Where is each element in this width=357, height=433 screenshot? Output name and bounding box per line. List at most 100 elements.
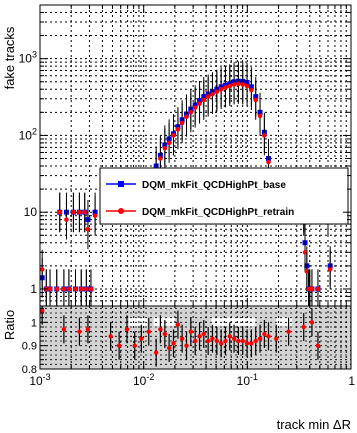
legend: DQM_mkFit_QCDHighPt_base DQM_mkFit_QCDHi… xyxy=(99,167,349,225)
ratio-y-tick-label: 0.9 xyxy=(22,341,37,353)
ratio-data-point xyxy=(315,343,321,348)
ratio-y-tick-label: 1 xyxy=(31,317,37,329)
main-y-tick-label: 102 xyxy=(19,126,37,142)
data-point-retrain xyxy=(54,286,60,292)
ratio-data-point xyxy=(108,334,113,339)
legend-base-label: DQM_mkFit_QCDHighPt_base xyxy=(142,180,286,191)
data-point-retrain xyxy=(66,286,72,292)
ratio-data-point xyxy=(179,336,185,341)
data-point-retrain xyxy=(223,85,228,90)
main-panel-frame xyxy=(40,5,351,306)
data-point-retrain xyxy=(77,209,82,215)
ratio-data-point xyxy=(188,329,194,334)
x-tick-label: 10-1 xyxy=(237,372,258,388)
data-point-retrain xyxy=(73,286,78,292)
data-point-retrain xyxy=(266,159,271,165)
ratio-data-point xyxy=(153,350,159,355)
x-tick-label: 10-2 xyxy=(133,372,154,388)
x-tick-label: 10-3 xyxy=(29,372,50,388)
ratio-data-point xyxy=(249,341,254,346)
data-point-retrain xyxy=(162,145,168,151)
ratio-data-point xyxy=(85,327,91,332)
data-point-retrain xyxy=(64,217,69,222)
ratio-data-point xyxy=(309,320,315,325)
data-point-retrain xyxy=(92,213,98,219)
data-point-retrain xyxy=(249,87,254,93)
ratio-y-tick-label: 0.8 xyxy=(22,364,37,376)
main-axes: 1 10 102 103 xyxy=(19,4,352,307)
data-point-retrain xyxy=(179,120,185,126)
data-point-retrain xyxy=(175,127,181,132)
data-point-retrain xyxy=(327,267,333,272)
ratio-data-point xyxy=(266,334,271,339)
ratio-data-point xyxy=(77,329,82,334)
data-point-retrain xyxy=(78,286,84,292)
data-point-retrain xyxy=(244,83,250,89)
ratio-data-point xyxy=(192,338,198,344)
ratio-data-point xyxy=(301,324,306,330)
ratio-data-point xyxy=(223,338,228,344)
ratio-band-gap xyxy=(128,317,148,326)
ratio-data-point xyxy=(274,336,279,341)
legend-base-marker xyxy=(118,181,124,187)
ratio-data-point xyxy=(205,338,211,344)
ratio-data-point xyxy=(124,327,130,332)
ratio-data-point xyxy=(146,329,151,334)
legend-retrain-label: DQM_mkFit_QCDHighPt_retrain xyxy=(142,207,294,218)
data-point-retrain xyxy=(236,81,241,87)
ratio-data-point xyxy=(132,343,137,348)
main-y-tick-label: 1 xyxy=(30,282,37,296)
ratio-data-point xyxy=(184,343,189,348)
data-point-retrain xyxy=(210,91,215,97)
ratio-data-point xyxy=(166,345,172,351)
ratio-data-point xyxy=(244,341,250,346)
ratio-grid xyxy=(40,306,351,369)
ratio-band-gap xyxy=(276,317,293,326)
data-point-retrain xyxy=(205,94,211,99)
ratio-series-group xyxy=(40,306,321,367)
data-point-retrain xyxy=(71,209,76,215)
data-point-retrain xyxy=(227,83,233,89)
data-point-retrain xyxy=(309,286,315,292)
data-point-retrain xyxy=(184,114,189,120)
ratio-data-point xyxy=(158,327,163,332)
data-point-retrain xyxy=(302,250,308,255)
data-point-retrain xyxy=(231,82,237,87)
data-point-retrain xyxy=(201,97,207,103)
data-point-retrain xyxy=(57,209,63,215)
main-y-axis-title: fake tracks xyxy=(2,26,17,89)
ratio-data-point xyxy=(240,338,245,344)
data-point-retrain xyxy=(88,286,94,292)
ratio-axes: 10-3 10-2 10-1 1 0.8 0.9 1 xyxy=(22,307,355,388)
ratio-data-point xyxy=(116,343,122,348)
ratio-data-point xyxy=(253,338,258,344)
ratio-data-point xyxy=(171,341,176,346)
data-point-retrain xyxy=(85,226,91,232)
main-y-tick-label: 10 xyxy=(24,205,38,219)
legend-box xyxy=(99,167,349,225)
data-point-retrain xyxy=(84,286,89,292)
main-series-group xyxy=(40,61,333,306)
data-point-retrain xyxy=(82,209,88,215)
ratio-data-point xyxy=(262,331,267,337)
data-point-retrain xyxy=(197,101,202,106)
ratio-data-point xyxy=(227,334,232,339)
ratio-data-point xyxy=(210,336,215,341)
ratio-data-point xyxy=(214,338,220,344)
ratio-data-point xyxy=(139,336,144,341)
data-point-retrain xyxy=(257,113,263,119)
ratio-data-point xyxy=(162,331,168,337)
data-point-retrain xyxy=(304,268,310,274)
data-point-retrain xyxy=(188,110,194,115)
ratio-data-point xyxy=(218,341,224,346)
ratio-y-axis-title: Ratio xyxy=(2,310,17,340)
data-point-retrain xyxy=(171,133,176,138)
main-y-tick-label: 103 xyxy=(19,50,37,66)
data-point-retrain xyxy=(47,286,53,292)
ratio-data-point xyxy=(231,336,237,341)
ratio-data-point xyxy=(286,329,291,334)
ratio-data-point xyxy=(257,336,263,341)
x-tick-label: 1 xyxy=(348,374,355,388)
ratio-band-gap xyxy=(211,317,256,326)
